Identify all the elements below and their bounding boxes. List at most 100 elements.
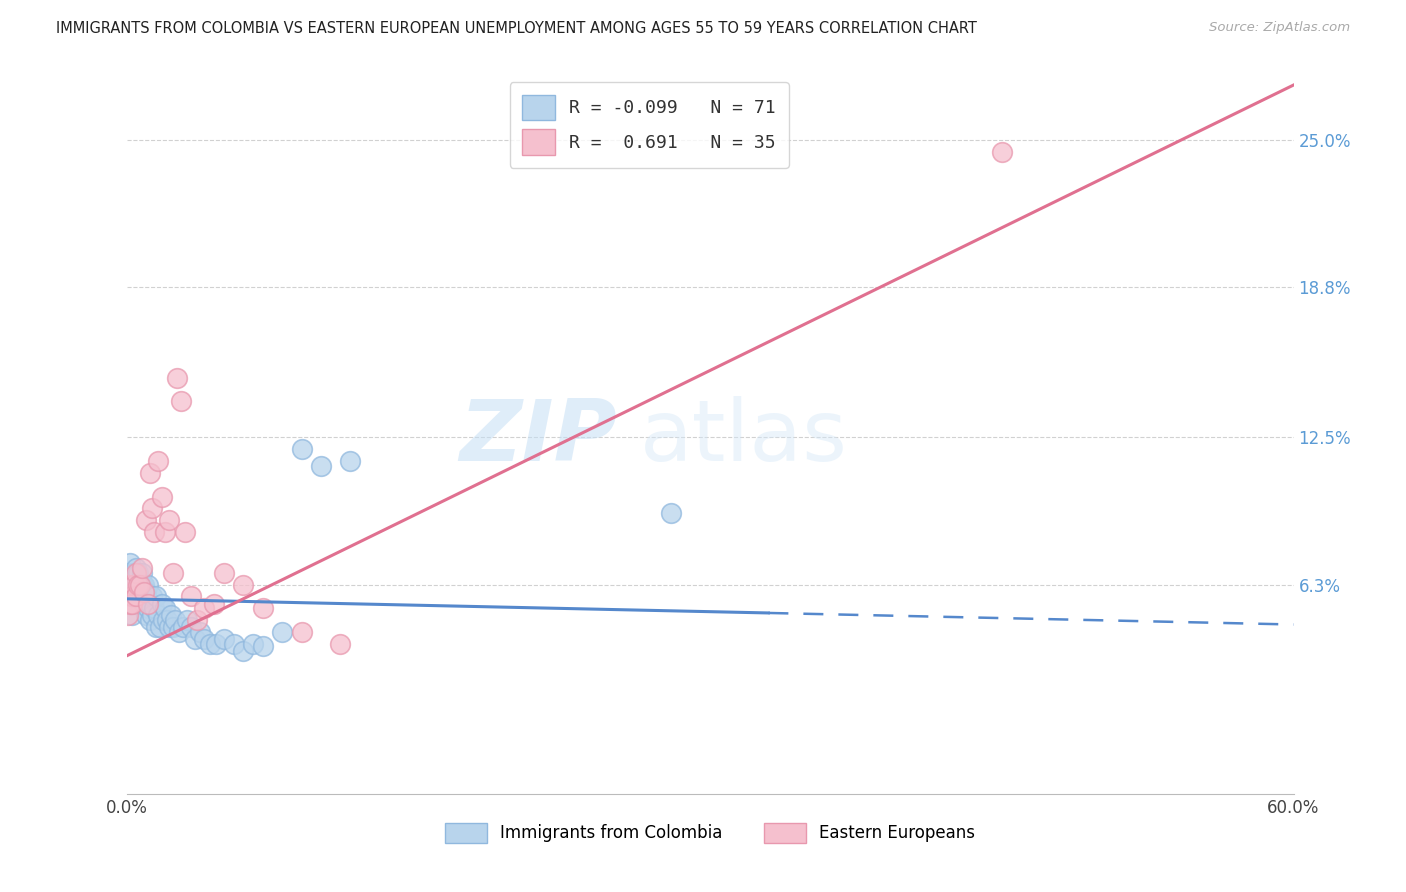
Point — [155, 601, 177, 615]
Point — [252, 640, 274, 654]
Point — [139, 466, 162, 480]
Text: IMMIGRANTS FROM COLOMBIA VS EASTERN EUROPEAN UNEMPLOYMENT AMONG AGES 55 TO 59 YE: IMMIGRANTS FROM COLOMBIA VS EASTERN EURO… — [56, 21, 977, 36]
Point — [146, 608, 169, 623]
Point — [990, 145, 1012, 159]
Point — [157, 620, 180, 634]
Point — [124, 577, 146, 591]
Point — [193, 601, 215, 615]
Point — [242, 637, 264, 651]
Point — [150, 490, 173, 504]
Point — [205, 637, 228, 651]
Point — [176, 613, 198, 627]
Point — [125, 577, 148, 591]
Point — [160, 608, 183, 623]
Point — [180, 620, 202, 634]
Point — [135, 513, 157, 527]
Point — [127, 566, 149, 580]
Point — [131, 561, 153, 575]
Point — [121, 590, 143, 604]
Point — [131, 577, 153, 591]
Legend: Immigrants from Colombia, Eastern Europeans: Immigrants from Colombia, Eastern Europe… — [439, 816, 981, 850]
Point — [172, 620, 194, 634]
Point — [127, 577, 149, 591]
Point — [141, 608, 163, 623]
Point — [135, 608, 157, 623]
Point — [136, 577, 159, 591]
Point — [139, 597, 162, 611]
Point — [180, 590, 202, 604]
Point — [174, 525, 197, 540]
Point — [156, 613, 179, 627]
Point — [271, 625, 294, 640]
Point — [166, 370, 188, 384]
Point — [290, 625, 312, 640]
Point — [120, 573, 142, 587]
Point — [193, 632, 215, 647]
Point — [136, 601, 159, 615]
Point — [124, 577, 146, 591]
Point — [170, 394, 193, 409]
Point — [136, 597, 159, 611]
Point — [290, 442, 312, 456]
Point — [212, 632, 235, 647]
Point — [142, 525, 165, 540]
Point — [117, 566, 139, 580]
Point — [141, 501, 163, 516]
Point — [127, 577, 149, 591]
Point — [129, 577, 152, 591]
Text: Source: ZipAtlas.com: Source: ZipAtlas.com — [1209, 21, 1350, 34]
Point — [121, 584, 143, 599]
Point — [149, 620, 172, 634]
Point — [145, 590, 167, 604]
Point — [183, 632, 205, 647]
Point — [121, 590, 143, 604]
Point — [120, 597, 142, 611]
Point — [202, 597, 225, 611]
Point — [124, 597, 146, 611]
Point — [157, 513, 180, 527]
Point — [125, 584, 148, 599]
Point — [146, 454, 169, 468]
Point — [127, 590, 149, 604]
Point — [167, 625, 190, 640]
Point — [121, 597, 143, 611]
Point — [124, 566, 146, 580]
Text: ZIP: ZIP — [458, 395, 617, 479]
Point — [232, 644, 254, 658]
Point — [131, 566, 153, 580]
Point — [145, 620, 167, 634]
Point — [117, 590, 139, 604]
Point — [339, 454, 361, 468]
Point — [152, 613, 174, 627]
Point — [232, 577, 254, 591]
Point — [132, 584, 155, 599]
Point — [129, 597, 152, 611]
Point — [121, 577, 143, 591]
Point — [222, 637, 245, 651]
Point — [190, 625, 212, 640]
Point — [659, 506, 682, 520]
Point — [121, 597, 143, 611]
Point — [252, 601, 274, 615]
Point — [132, 577, 155, 591]
Text: atlas: atlas — [640, 395, 848, 479]
Point — [125, 566, 148, 580]
Point — [198, 637, 221, 651]
Point — [132, 597, 155, 611]
Point — [135, 590, 157, 604]
Point — [125, 590, 148, 604]
Point — [162, 620, 184, 634]
Point — [125, 590, 148, 604]
Point — [117, 608, 139, 623]
Point — [121, 608, 143, 623]
Point — [329, 637, 352, 651]
Point — [124, 590, 146, 604]
Point — [120, 597, 142, 611]
Point — [141, 590, 163, 604]
Point — [135, 584, 157, 599]
Point — [155, 525, 177, 540]
Point — [120, 577, 142, 591]
Point — [212, 566, 235, 580]
Point — [125, 577, 148, 591]
Point — [186, 613, 208, 627]
